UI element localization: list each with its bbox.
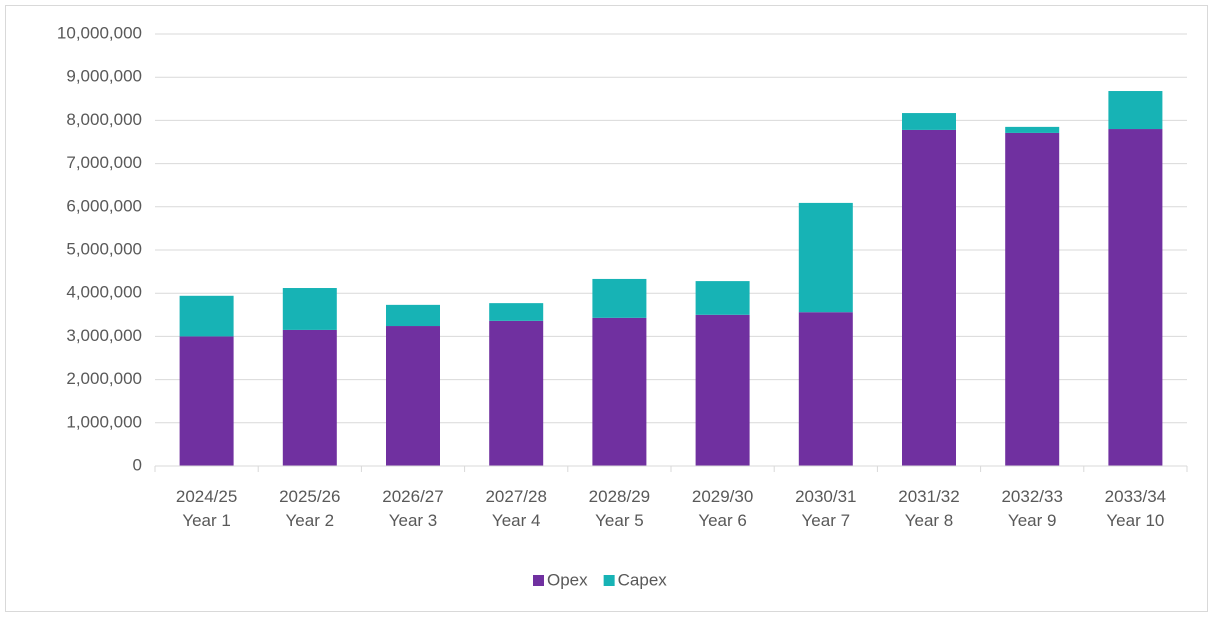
x-tick-label-line: 2026/27 xyxy=(382,487,443,506)
x-tick-label-line: Year 3 xyxy=(389,511,438,530)
x-tick-label-line: Year 1 xyxy=(182,511,231,530)
y-tick-label: 2,000,000 xyxy=(66,369,142,388)
x-tick-label: 2032/33 Year 9 xyxy=(1001,487,1062,530)
bar-segment xyxy=(489,320,544,466)
legend-label: Opex xyxy=(547,570,588,589)
x-tick-label-line: Year 8 xyxy=(905,511,954,530)
x-tick-label-line: 2029/30 xyxy=(692,487,753,506)
bar-segment xyxy=(1005,126,1060,133)
x-tick-label-line: 2027/28 xyxy=(485,487,546,506)
x-tick-label: 2028/29 Year 5 xyxy=(589,487,650,530)
y-tick-label: 8,000,000 xyxy=(66,110,142,129)
bar-segment xyxy=(798,202,853,313)
x-tick-label: 2029/30 Year 6 xyxy=(692,487,753,530)
y-tick-label: 4,000,000 xyxy=(66,283,142,302)
x-tick-label: 2024/25 Year 1 xyxy=(176,487,237,530)
bar-segment xyxy=(282,329,337,466)
x-tick-label: 2030/31 Year 7 xyxy=(795,487,856,530)
bar-segment xyxy=(1108,91,1163,130)
bar-segment xyxy=(592,317,647,466)
x-tick-label-line: 2032/33 xyxy=(1001,487,1062,506)
legend-swatch xyxy=(603,575,615,586)
bar-segment xyxy=(798,312,853,466)
y-tick-label: 7,000,000 xyxy=(66,153,142,172)
bar-segment xyxy=(489,303,544,321)
x-tick-label-line: Year 5 xyxy=(595,511,644,530)
bar-segment xyxy=(282,288,337,330)
x-tick-label: 2027/28 Year 4 xyxy=(485,487,546,530)
y-tick-label: 5,000,000 xyxy=(66,239,142,258)
bar-segment xyxy=(386,326,440,466)
bar-segment xyxy=(386,304,440,327)
x-tick-label-line: 2024/25 xyxy=(176,487,237,506)
bar-segment xyxy=(1108,129,1163,467)
y-tick-label: 1,000,000 xyxy=(66,412,142,431)
x-tick-label-line: Year 4 xyxy=(492,511,541,530)
y-tick-label: 9,000,000 xyxy=(66,67,142,86)
bar-segment xyxy=(179,336,234,466)
bar-segment xyxy=(695,281,750,315)
x-tick-label-line: 2028/29 xyxy=(589,487,650,506)
y-tick-label: 3,000,000 xyxy=(66,326,142,345)
bar-segment xyxy=(1005,132,1060,467)
bar-segment xyxy=(179,295,234,337)
x-tick-label-line: Year 10 xyxy=(1106,511,1164,530)
bar-segment xyxy=(902,129,956,467)
legend-label: Capex xyxy=(618,570,668,589)
x-tick-label-line: Year 2 xyxy=(286,511,335,530)
x-tick-label: 2026/27 Year 3 xyxy=(382,487,443,530)
x-tick-label-line: Year 7 xyxy=(802,511,851,530)
x-tick-label: 2025/26 Year 2 xyxy=(279,487,340,530)
x-tick-label-line: Year 6 xyxy=(698,511,747,530)
y-tick-label: 0 xyxy=(133,455,142,474)
x-tick-label-line: 2025/26 xyxy=(279,487,340,506)
x-tick-label-line: 2031/32 xyxy=(898,487,959,506)
bar-segment xyxy=(695,314,750,466)
bar-segment xyxy=(592,278,647,318)
y-tick-label: 10,000,000 xyxy=(57,23,142,42)
x-tick-label: 2031/32 Year 8 xyxy=(898,487,959,530)
legend-swatch xyxy=(533,575,544,586)
bar-segment xyxy=(902,113,956,130)
x-tick-label-line: Year 9 xyxy=(1008,511,1057,530)
y-tick-label: 6,000,000 xyxy=(66,196,142,215)
x-tick-label-line: 2030/31 xyxy=(795,487,856,506)
x-tick-label: 2033/34 Year 10 xyxy=(1105,487,1166,530)
x-tick-label-line: 2033/34 xyxy=(1105,487,1166,506)
